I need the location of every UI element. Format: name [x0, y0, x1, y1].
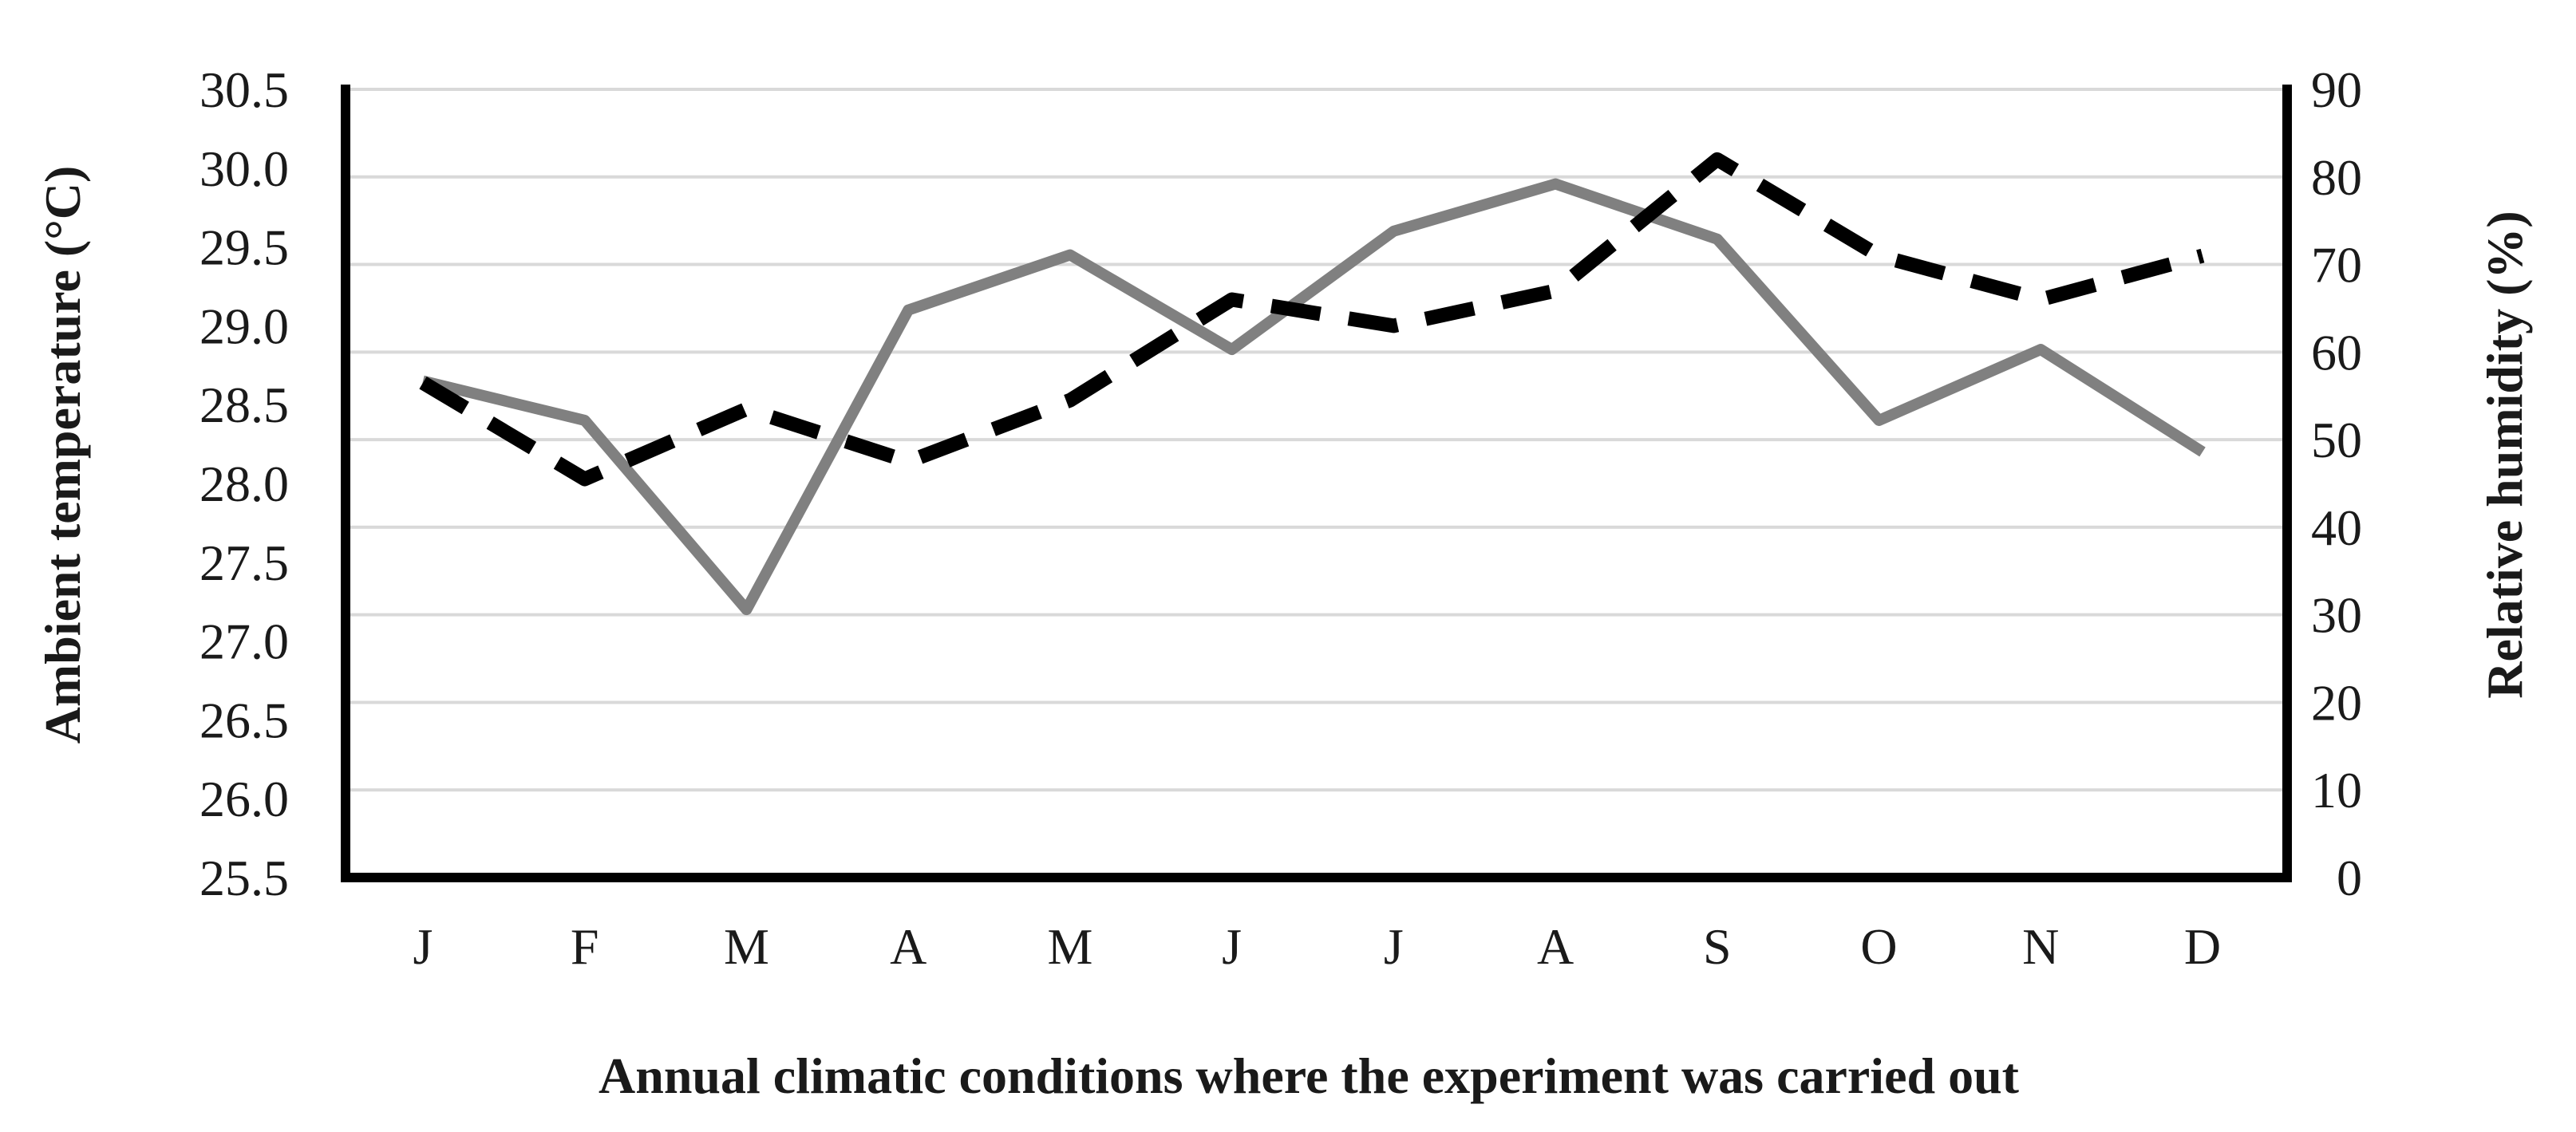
right-tick-label: 70	[2311, 237, 2362, 294]
temperature-point-10	[2040, 349, 2041, 350]
x-tick-label: J	[1222, 918, 1242, 975]
right-tick-label: 60	[2311, 324, 2362, 381]
series-layer	[419, 152, 2206, 616]
x-tick-label: A	[890, 918, 926, 975]
humidity-point-5	[1231, 298, 1233, 300]
left-tick-label: 26.5	[200, 692, 289, 748]
right-tick-label: 90	[2311, 61, 2362, 118]
humidity-point-8	[1717, 159, 1718, 160]
temperature-point-7	[1555, 183, 1556, 185]
x-tick-label: J	[413, 918, 433, 975]
left-tick-label: 25.5	[200, 850, 289, 906]
temperature-point-2	[745, 609, 747, 610]
left-tick-label: 27.0	[200, 613, 289, 670]
temperature-point-3	[907, 310, 909, 311]
humidity-point-6	[1393, 325, 1394, 326]
x-tick-label: A	[1537, 918, 1574, 975]
humidity-point-0	[422, 382, 424, 384]
temperature-point-0	[422, 381, 424, 382]
right-axis-title: Relative humidity (%)	[2476, 211, 2533, 699]
left-tick-label: 28.5	[200, 377, 289, 433]
humidity-point-10	[2040, 298, 2041, 300]
left-tick-label: 30.0	[200, 140, 289, 197]
temperature-point-8	[1717, 239, 1718, 240]
left-tick-label: 29.0	[200, 298, 289, 354]
humidity-series-line	[419, 152, 2205, 487]
temperature-point-9	[1879, 420, 1880, 421]
right-tick-label: 40	[2311, 499, 2362, 556]
temperature-point-5	[1231, 349, 1233, 350]
temperature-series-line	[421, 178, 2206, 616]
left-tick-label: 26.0	[200, 771, 289, 827]
left-axis-title: Ambient temperature (°C)	[34, 166, 91, 744]
left-tick-label: 28.0	[200, 456, 289, 512]
gridlines	[346, 88, 2287, 792]
humidity-point-4	[1069, 400, 1071, 401]
x-tick-label: N	[2022, 918, 2059, 975]
temperature-point-11	[2202, 451, 2203, 452]
x-tick-label: M	[724, 918, 769, 975]
humidity-point-11	[2202, 255, 2203, 257]
x-tick-label: S	[1703, 918, 1732, 975]
x-tick-label: D	[2184, 918, 2221, 975]
right-tick-label: 80	[2311, 149, 2362, 206]
humidity-point-3	[907, 461, 909, 463]
humidity-point-7	[1555, 290, 1556, 291]
x-tick-label: J	[1384, 918, 1404, 975]
right-tick-label: 10	[2311, 762, 2362, 818]
x-tick-label: F	[571, 918, 599, 975]
temperature-point-4	[1069, 254, 1071, 255]
right-tick-label: 50	[2311, 412, 2362, 468]
humidity-point-1	[584, 479, 586, 480]
humidity-point-2	[745, 408, 747, 410]
right-axis-ticks: 0 10 20 30 40 50 60 70 80 90	[2311, 61, 2362, 906]
x-tick-label: M	[1047, 918, 1092, 975]
temperature-point-1	[584, 420, 586, 421]
left-tick-label: 30.5	[200, 61, 289, 118]
humidity-point-9	[1879, 255, 1880, 257]
x-tick-label: O	[1860, 918, 1897, 975]
x-axis-title: Annual climatic conditions where the exp…	[599, 1047, 2020, 1104]
right-tick-label: 30	[2311, 587, 2362, 644]
temperature-point-6	[1393, 231, 1394, 232]
left-axis-ticks: 25.5 26.0 26.5 27.0 27.5 28.0 28.5 29.0 29.5 30.0…	[200, 61, 289, 906]
right-tick-label: 0	[2337, 850, 2362, 906]
left-tick-label: 27.5	[200, 534, 289, 591]
left-tick-label: 29.5	[200, 219, 289, 276]
right-tick-label: 20	[2311, 674, 2362, 731]
plot-frame	[341, 85, 2292, 882]
